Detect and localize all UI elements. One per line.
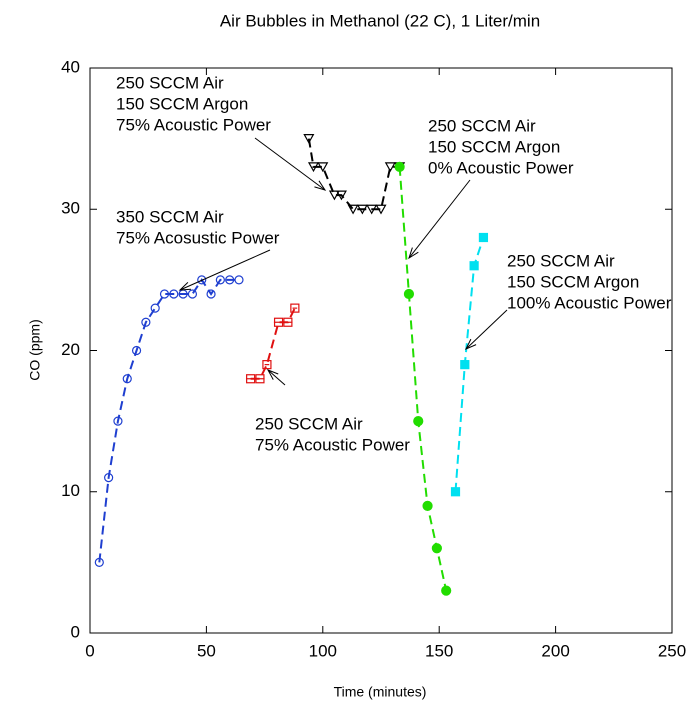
x-tick-label: 200	[541, 641, 569, 660]
point	[225, 275, 235, 285]
x-tick-label: 150	[425, 641, 453, 660]
annotation: 0% Acoustic Power	[428, 158, 574, 177]
arrow-head	[266, 369, 279, 380]
annotation: 250 SCCM Air	[116, 73, 224, 92]
series-line	[98, 278, 239, 563]
annotation: 250 SCCM Air	[255, 414, 363, 433]
annotation-arrow	[408, 179, 471, 259]
annotation: 250 SCCM Air	[428, 116, 536, 135]
x-axis-label: Time (minutes)	[334, 684, 427, 700]
point	[347, 204, 359, 215]
point	[187, 289, 198, 299]
point	[307, 162, 320, 173]
point	[469, 261, 479, 271]
annotation: 250 SCCM Air	[507, 251, 615, 270]
point	[215, 275, 225, 285]
point	[422, 500, 433, 511]
series-line	[307, 138, 400, 211]
point	[159, 289, 170, 299]
point	[413, 416, 424, 427]
annotation: 150 SCCM Argon	[428, 137, 560, 156]
point	[169, 289, 179, 299]
annotation-arrow	[254, 137, 326, 191]
y-tick-label: 40	[61, 57, 80, 76]
chart-title: Air Bubbles in Methanol (22 C), 1 Liter/…	[220, 11, 540, 30]
annotation: 75% Acosustic Power	[116, 228, 280, 247]
y-tick-label: 30	[61, 199, 80, 218]
point	[441, 585, 452, 596]
point	[317, 162, 329, 173]
point	[384, 162, 396, 173]
point	[234, 275, 244, 285]
point	[150, 303, 160, 313]
annotation-arrow	[465, 309, 508, 350]
point	[450, 487, 461, 497]
point	[104, 473, 114, 483]
annotation: 150 SCCM Argon	[116, 94, 248, 113]
x-tick-label: 0	[85, 641, 94, 660]
point	[131, 345, 142, 356]
y-tick-label: 20	[61, 340, 80, 359]
point	[328, 190, 340, 201]
point	[197, 275, 207, 285]
point	[255, 374, 265, 384]
x-tick-label: 50	[197, 641, 216, 660]
annotation-arrow	[267, 369, 286, 386]
annotation-arrow	[179, 249, 271, 291]
point	[206, 289, 216, 299]
point	[460, 360, 470, 370]
point	[94, 557, 104, 567]
point	[431, 543, 442, 554]
annotation: 75% Acoustic Power	[116, 115, 271, 134]
series-line	[398, 166, 448, 591]
point	[303, 134, 315, 144]
y-tick-label: 0	[71, 622, 80, 641]
y-axis-label: CO (ppm)	[27, 319, 43, 380]
point	[335, 190, 347, 201]
y-tick-label: 10	[61, 481, 80, 500]
series-line	[454, 237, 485, 492]
plot-frame	[89, 67, 673, 634]
annotation: 150 SCCM Argon	[507, 272, 639, 291]
point	[141, 317, 151, 327]
point	[366, 204, 378, 215]
point	[273, 317, 284, 327]
point	[283, 317, 293, 327]
arrow-head	[178, 281, 192, 291]
annotation: 350 SCCM Air	[116, 207, 224, 226]
point	[113, 416, 123, 426]
point	[290, 303, 300, 313]
point	[356, 204, 368, 215]
point	[403, 288, 415, 300]
point	[262, 360, 272, 370]
annotation: 75% Acoustic Power	[255, 435, 410, 454]
point	[478, 232, 489, 243]
x-tick-label: 250	[658, 641, 686, 660]
arrow-head	[408, 247, 419, 260]
arrow-head	[464, 338, 477, 351]
x-tick-label: 100	[309, 641, 337, 660]
point	[375, 204, 387, 215]
point	[246, 374, 256, 384]
point	[122, 374, 132, 384]
annotation: 100% Acoustic Power	[507, 293, 672, 312]
point	[394, 161, 405, 172]
arrow-head	[314, 180, 327, 191]
